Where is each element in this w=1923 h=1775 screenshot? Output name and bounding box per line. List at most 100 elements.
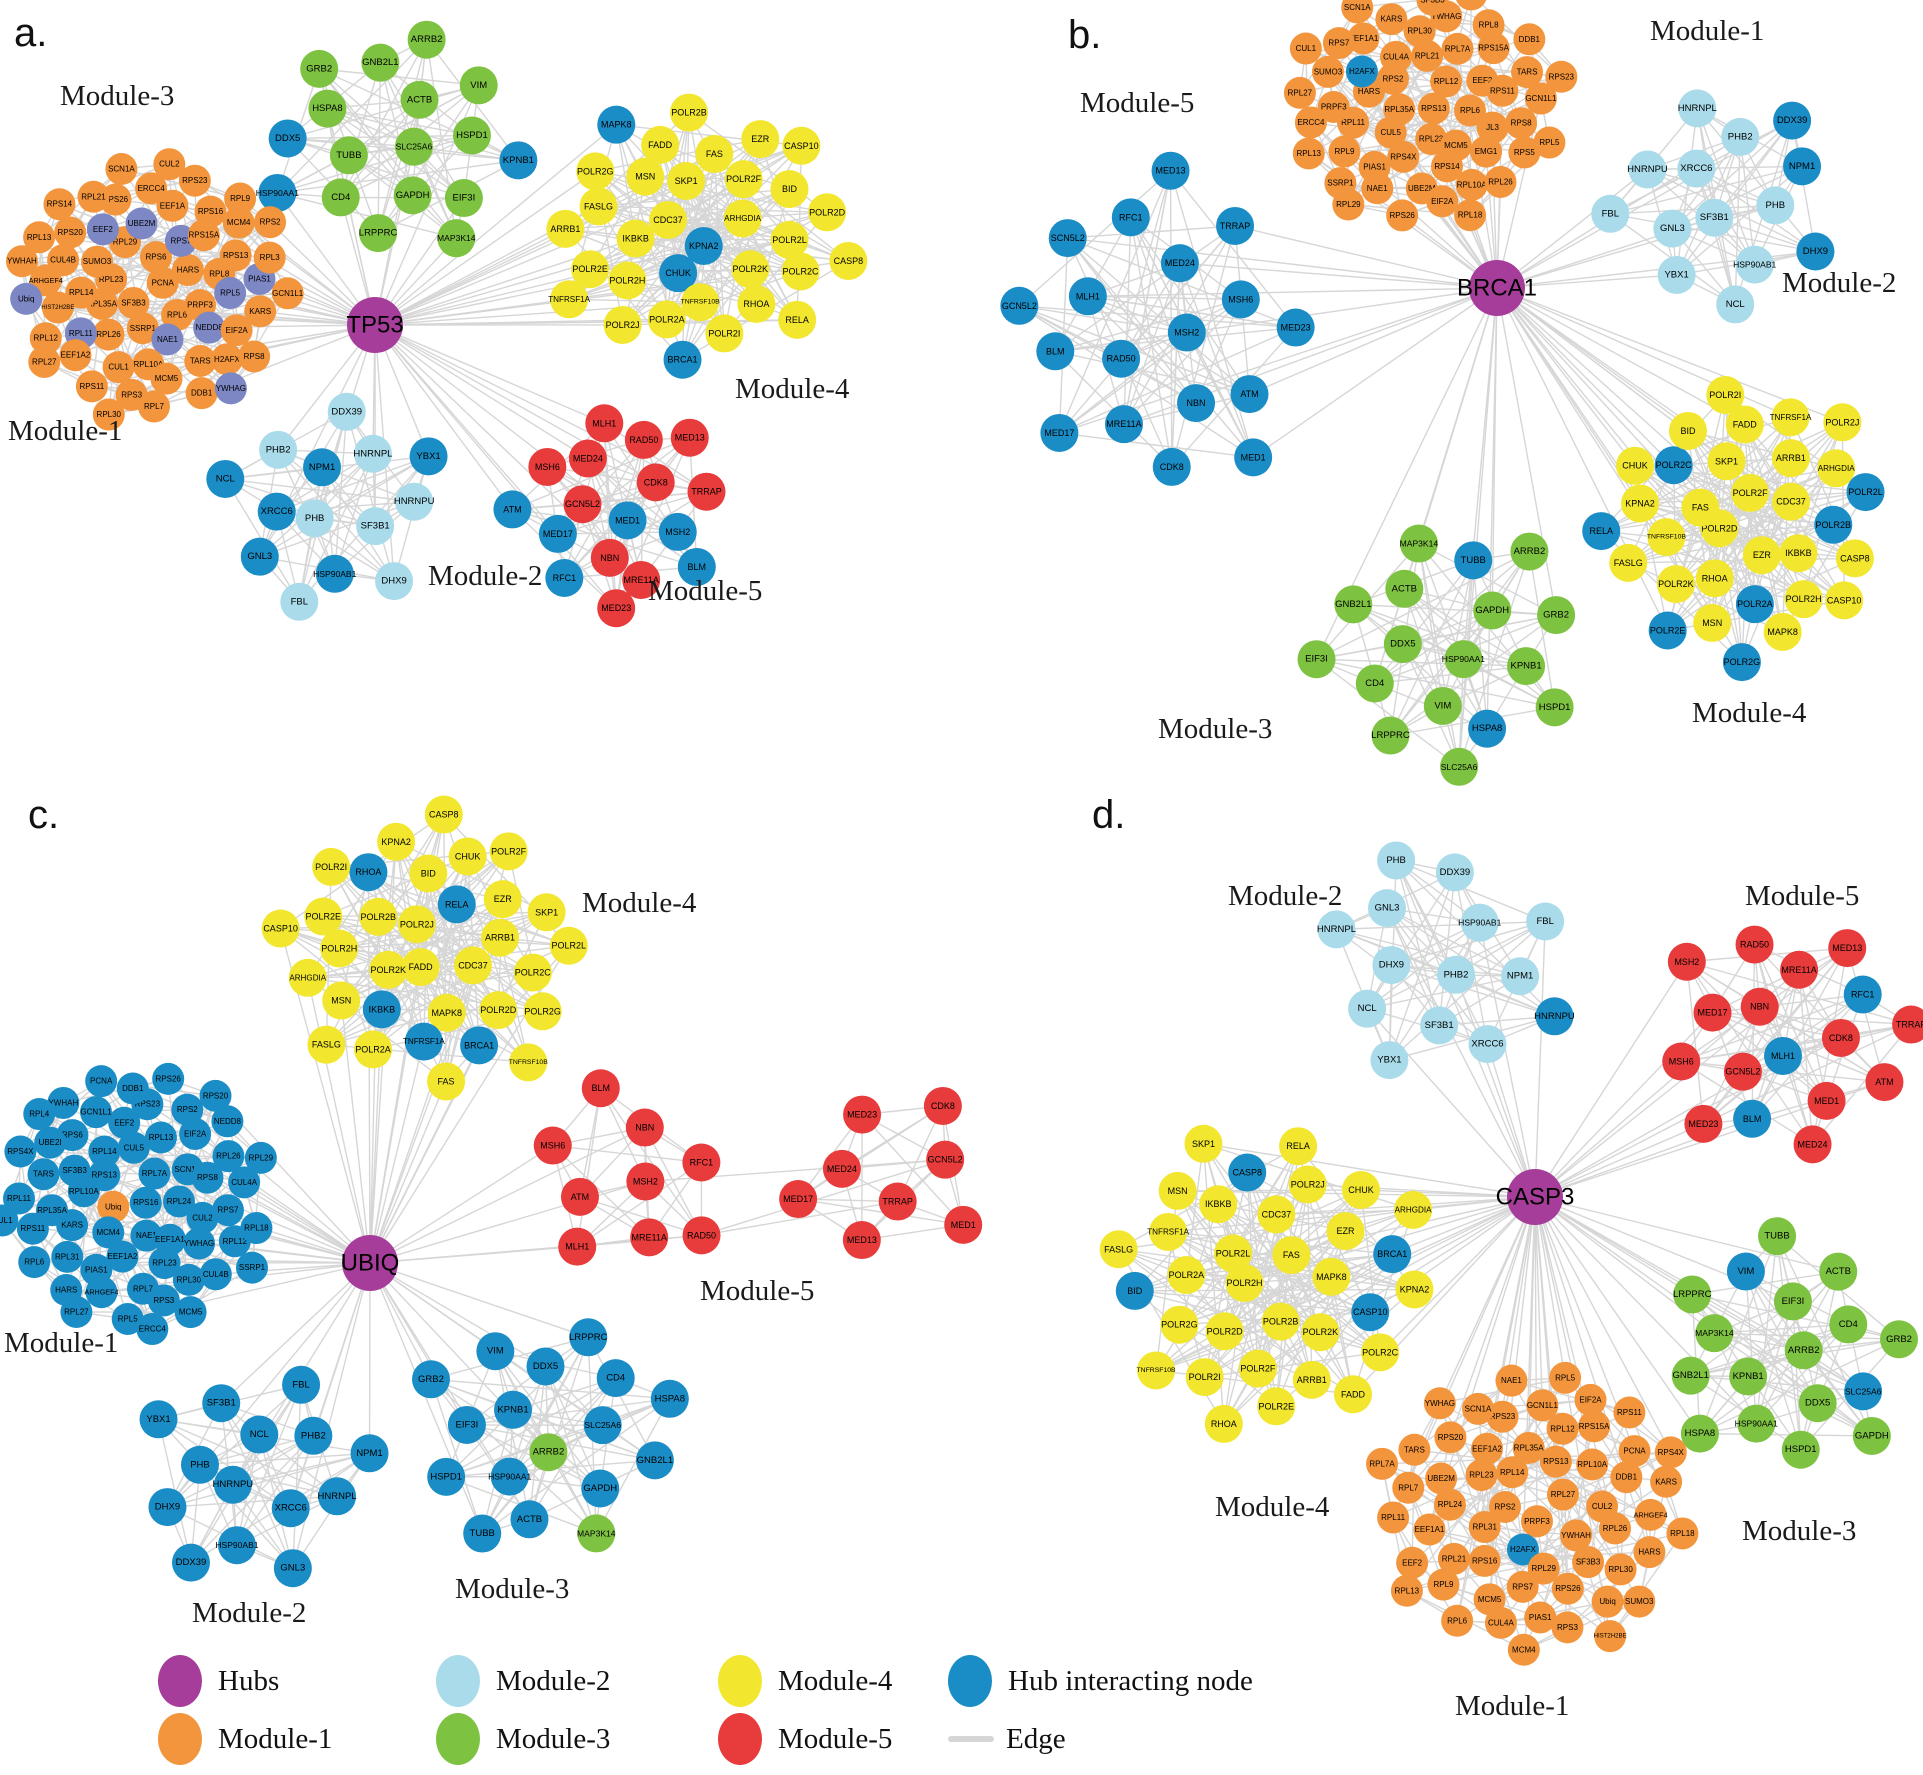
node-NAE1[interactable]: NAE1 [1495, 1364, 1528, 1397]
node-FBL[interactable]: FBL [1591, 194, 1630, 233]
node-CD4[interactable]: CD4 [1355, 664, 1394, 703]
node-ARHGDIA[interactable]: ARHGDIA [288, 958, 327, 997]
node-ARRB1[interactable]: ARRB1 [546, 209, 585, 248]
node-RPL7[interactable]: RPL7 [1392, 1471, 1425, 1504]
node-TRRAP[interactable]: TRRAP [687, 472, 726, 511]
node-RPL18[interactable]: RPL18 [1454, 199, 1487, 232]
node-NCL[interactable]: NCL [1348, 989, 1387, 1028]
node-JL3[interactable]: JL3 [1476, 111, 1509, 144]
node-MED1[interactable]: MED1 [608, 501, 647, 540]
node-HSPA8[interactable]: HSPA8 [1468, 709, 1507, 748]
node-CDC37[interactable]: CDC37 [453, 946, 492, 985]
node-HNRNPU[interactable]: HNRNPU [1534, 997, 1575, 1036]
node-TUBB[interactable]: TUBB [463, 1514, 502, 1553]
node-CASP8[interactable]: CASP8 [829, 241, 868, 280]
node-RELA[interactable]: RELA [437, 885, 476, 924]
node-TNFRSF10B[interactable]: TNFRSF10B [681, 283, 721, 322]
node-YWHAH[interactable]: YWHAH [47, 1086, 80, 1119]
node-SKP1[interactable]: SKP1 [1184, 1124, 1223, 1163]
node-RPL11[interactable]: RPL11 [2, 1182, 35, 1215]
node-SKP1[interactable]: SKP1 [1707, 442, 1746, 481]
node-RFC1[interactable]: RFC1 [682, 1143, 721, 1182]
node-DHX9[interactable]: DHX9 [148, 1488, 187, 1527]
node-NBN[interactable]: NBN [590, 538, 629, 577]
node-CASP10[interactable]: CASP10 [1351, 1293, 1390, 1332]
node-RPS16[interactable]: RPS16 [1468, 1544, 1501, 1577]
node-NAE1[interactable]: NAE1 [130, 1219, 163, 1252]
node-POLR2A[interactable]: POLR2A [647, 300, 686, 339]
node-HNRNPL[interactable]: HNRNPL [353, 434, 392, 473]
node-KPNA2[interactable]: KPNA2 [1621, 484, 1660, 523]
node-YWHAG[interactable]: YWHAG [214, 372, 247, 405]
node-DDB1[interactable]: DDB1 [1610, 1461, 1643, 1494]
node-MLH1[interactable]: MLH1 [585, 404, 624, 443]
node-CUL1[interactable]: CUL1 [0, 1204, 19, 1237]
node-RPS4X[interactable]: RPS4X [1654, 1436, 1687, 1469]
node-POLR2H[interactable]: POLR2H [608, 261, 647, 300]
node-MED24[interactable]: MED24 [822, 1149, 861, 1188]
node-POLR2B[interactable]: POLR2B [669, 93, 708, 132]
node-SLC25A6[interactable]: SLC25A6 [394, 127, 433, 166]
node-CHUK[interactable]: CHUK [1616, 446, 1655, 485]
node-SLC25A6[interactable]: SLC25A6 [1844, 1372, 1883, 1411]
node-Ubiq[interactable]: Ubiq [1591, 1585, 1624, 1618]
node-POLR2L[interactable]: POLR2L [549, 926, 588, 965]
node-POLR2E[interactable]: POLR2E [304, 897, 343, 936]
node-MAPK8[interactable]: MAPK8 [1763, 612, 1802, 651]
node-FAS[interactable]: FAS [1272, 1236, 1311, 1275]
node-CD4[interactable]: CD4 [321, 178, 360, 217]
node-HNRNPL[interactable]: HNRNPL [318, 1477, 357, 1516]
node-MSH6[interactable]: MSH6 [1662, 1042, 1701, 1081]
node-GAPDH[interactable]: GAPDH [1852, 1416, 1891, 1455]
node-RPL8[interactable]: RPL8 [1472, 9, 1505, 42]
node-EIF2A[interactable]: EIF2A [220, 314, 253, 347]
node-DDX5[interactable]: DDX5 [1798, 1384, 1837, 1423]
node-MSH2[interactable]: MSH2 [1667, 942, 1706, 981]
node-SF3B3[interactable]: SF3B3 [1416, 0, 1449, 16]
node-DDX5[interactable]: DDX5 [268, 119, 307, 158]
node-HSPA8[interactable]: HSPA8 [1680, 1414, 1719, 1453]
node-CDK8[interactable]: CDK8 [923, 1086, 962, 1125]
node-RPS7[interactable]: RPS7 [211, 1194, 244, 1227]
node-GAPDH[interactable]: GAPDH [581, 1469, 620, 1508]
node-RPL5[interactable]: RPL5 [214, 277, 247, 310]
node-RPL6[interactable]: RPL6 [18, 1246, 51, 1279]
node-SF3B1[interactable]: SF3B1 [356, 507, 395, 546]
node-CUL2[interactable]: CUL2 [186, 1201, 219, 1234]
node-YWHAG[interactable]: YWHAG [1423, 1387, 1456, 1420]
node-SUMO3[interactable]: SUMO3 [81, 245, 114, 278]
node-POLR2C[interactable]: POLR2C [1361, 1333, 1400, 1372]
node-CHUK[interactable]: CHUK [659, 254, 698, 293]
node-KPNA2[interactable]: KPNA2 [1395, 1270, 1434, 1309]
node-EZR[interactable]: EZR [483, 880, 522, 919]
node-RPL29[interactable]: RPL29 [244, 1141, 277, 1174]
node-EEF2[interactable]: EEF2 [1396, 1546, 1429, 1579]
node-YWHAH[interactable]: YWHAH [5, 245, 38, 278]
node-RPL31[interactable]: RPL31 [51, 1240, 84, 1273]
node-MED17[interactable]: MED17 [538, 514, 577, 553]
node-ARHGEF4[interactable]: ARHGEF4 [1634, 1498, 1668, 1531]
node-CHUK[interactable]: CHUK [1341, 1170, 1380, 1209]
node-CUL5[interactable]: CUL5 [1374, 116, 1407, 149]
node-RPS4X[interactable]: RPS4X [1387, 140, 1420, 173]
node-FASLG[interactable]: FASLG [579, 187, 618, 226]
node-RPS20[interactable]: RPS20 [1455, 0, 1487, 11]
node-RFC1[interactable]: RFC1 [1111, 198, 1150, 237]
node-GCN5L2[interactable]: GCN5L2 [1000, 286, 1039, 325]
node-SCN1A[interactable]: SCN1A [1341, 0, 1374, 24]
node-EIF3I[interactable]: EIF3I [1297, 640, 1336, 679]
node-NCL[interactable]: NCL [206, 459, 245, 498]
node-RPL18[interactable]: RPL18 [1666, 1517, 1699, 1550]
node-RPL31[interactable]: RPL31 [1468, 1511, 1501, 1544]
node-TNFRSF10B[interactable]: TNFRSF10B [509, 1043, 549, 1082]
node-POLR2L[interactable]: POLR2L [1846, 473, 1885, 512]
node-POLR2A[interactable]: POLR2A [1167, 1256, 1206, 1295]
node-GNL3[interactable]: GNL3 [1653, 209, 1692, 248]
node-CUL4A[interactable]: CUL4A [1484, 1606, 1517, 1639]
node-EMG1[interactable]: EMG1 [1470, 135, 1503, 168]
node-LRPPRC[interactable]: LRPPRC [569, 1318, 608, 1357]
hub-TP53[interactable]: TP53 [346, 297, 404, 353]
node-DHX9[interactable]: DHX9 [1372, 946, 1411, 985]
node-SUMO3[interactable]: SUMO3 [1623, 1585, 1656, 1618]
node-HSP90AA1[interactable]: HSP90AA1 [1735, 1404, 1778, 1443]
